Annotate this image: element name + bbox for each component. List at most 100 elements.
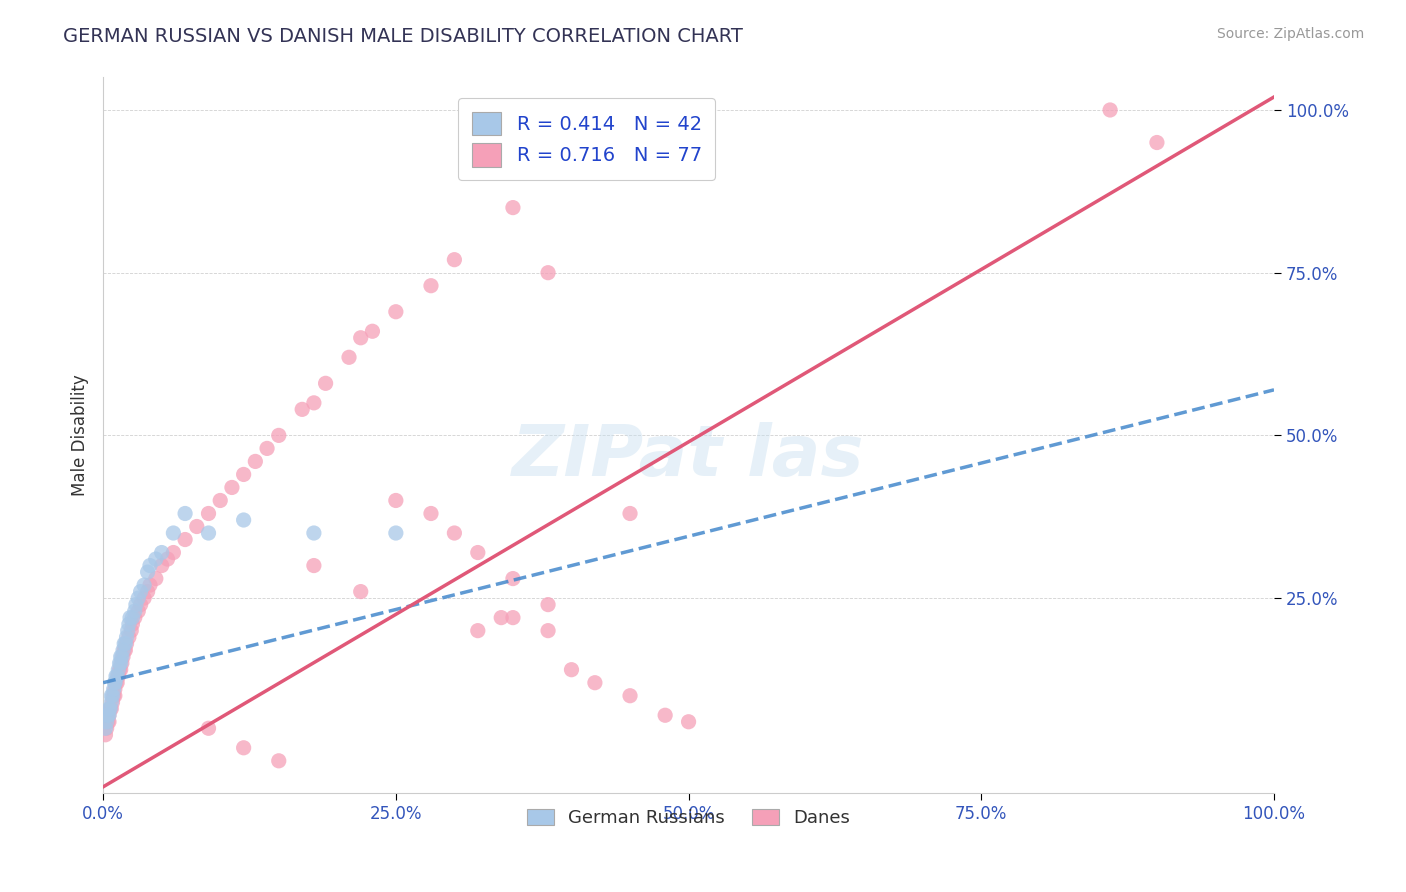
- Point: [443, 526, 465, 541]
- Point: [385, 304, 408, 318]
- Point: [443, 252, 465, 267]
- Point: [537, 266, 560, 280]
- Point: [104, 675, 127, 690]
- Point: [467, 545, 489, 559]
- Point: [132, 591, 155, 606]
- Point: [112, 643, 135, 657]
- Point: [96, 714, 118, 729]
- Point: [350, 584, 373, 599]
- Point: [420, 278, 443, 293]
- Point: [104, 689, 127, 703]
- Point: [156, 552, 179, 566]
- Point: [112, 649, 135, 664]
- Point: [96, 721, 118, 735]
- Point: [105, 675, 128, 690]
- Point: [101, 689, 124, 703]
- Point: [120, 610, 142, 624]
- Point: [98, 708, 121, 723]
- Y-axis label: Male Disability: Male Disability: [72, 375, 89, 496]
- Point: [245, 454, 267, 468]
- Point: [489, 610, 512, 624]
- Point: [103, 682, 125, 697]
- Point: [97, 708, 120, 723]
- Point: [97, 714, 120, 729]
- Point: [101, 695, 124, 709]
- Point: [302, 526, 325, 541]
- Point: [110, 656, 132, 670]
- Point: [104, 682, 127, 697]
- Point: [197, 721, 219, 735]
- Point: [120, 624, 142, 638]
- Point: [139, 558, 162, 573]
- Point: [678, 714, 700, 729]
- Point: [98, 702, 121, 716]
- Point: [315, 376, 337, 391]
- Point: [100, 695, 122, 709]
- Point: [115, 630, 138, 644]
- Point: [385, 493, 408, 508]
- Point: [302, 396, 325, 410]
- Point: [537, 624, 560, 638]
- Point: [107, 663, 129, 677]
- Point: [1146, 136, 1168, 150]
- Point: [385, 526, 408, 541]
- Point: [118, 617, 141, 632]
- Point: [105, 675, 128, 690]
- Point: [1099, 103, 1122, 117]
- Point: [125, 598, 148, 612]
- Point: [127, 604, 149, 618]
- Point: [112, 637, 135, 651]
- Point: [115, 637, 138, 651]
- Point: [139, 578, 162, 592]
- Point: [110, 649, 132, 664]
- Point: [98, 702, 121, 716]
- Point: [136, 565, 159, 579]
- Point: [110, 663, 132, 677]
- Point: [337, 351, 360, 365]
- Point: [111, 649, 134, 664]
- Point: [145, 552, 167, 566]
- Point: [114, 637, 136, 651]
- Point: [114, 643, 136, 657]
- Point: [100, 689, 122, 703]
- Point: [221, 480, 243, 494]
- Point: [619, 689, 641, 703]
- Point: [121, 610, 143, 624]
- Text: Source: ZipAtlas.com: Source: ZipAtlas.com: [1216, 27, 1364, 41]
- Point: [150, 545, 173, 559]
- Point: [150, 558, 173, 573]
- Point: [129, 598, 152, 612]
- Point: [117, 624, 139, 638]
- Point: [105, 669, 128, 683]
- Point: [118, 630, 141, 644]
- Point: [108, 656, 131, 670]
- Point: [560, 663, 582, 677]
- Point: [302, 558, 325, 573]
- Point: [291, 402, 314, 417]
- Point: [350, 331, 373, 345]
- Point: [127, 591, 149, 606]
- Point: [132, 578, 155, 592]
- Point: [174, 507, 197, 521]
- Point: [145, 572, 167, 586]
- Point: [502, 201, 524, 215]
- Point: [111, 656, 134, 670]
- Point: [124, 604, 146, 618]
- Point: [467, 624, 489, 638]
- Point: [98, 708, 121, 723]
- Point: [583, 675, 606, 690]
- Point: [162, 526, 184, 541]
- Point: [197, 507, 219, 521]
- Point: [209, 493, 232, 508]
- Point: [94, 721, 117, 735]
- Point: [619, 507, 641, 521]
- Point: [502, 572, 524, 586]
- Point: [267, 428, 290, 442]
- Text: GERMAN RUSSIAN VS DANISH MALE DISABILITY CORRELATION CHART: GERMAN RUSSIAN VS DANISH MALE DISABILITY…: [63, 27, 744, 45]
- Legend: German Russians, Danes: German Russians, Danes: [519, 802, 858, 834]
- Point: [267, 754, 290, 768]
- Point: [537, 598, 560, 612]
- Point: [129, 584, 152, 599]
- Point: [174, 533, 197, 547]
- Point: [256, 442, 278, 456]
